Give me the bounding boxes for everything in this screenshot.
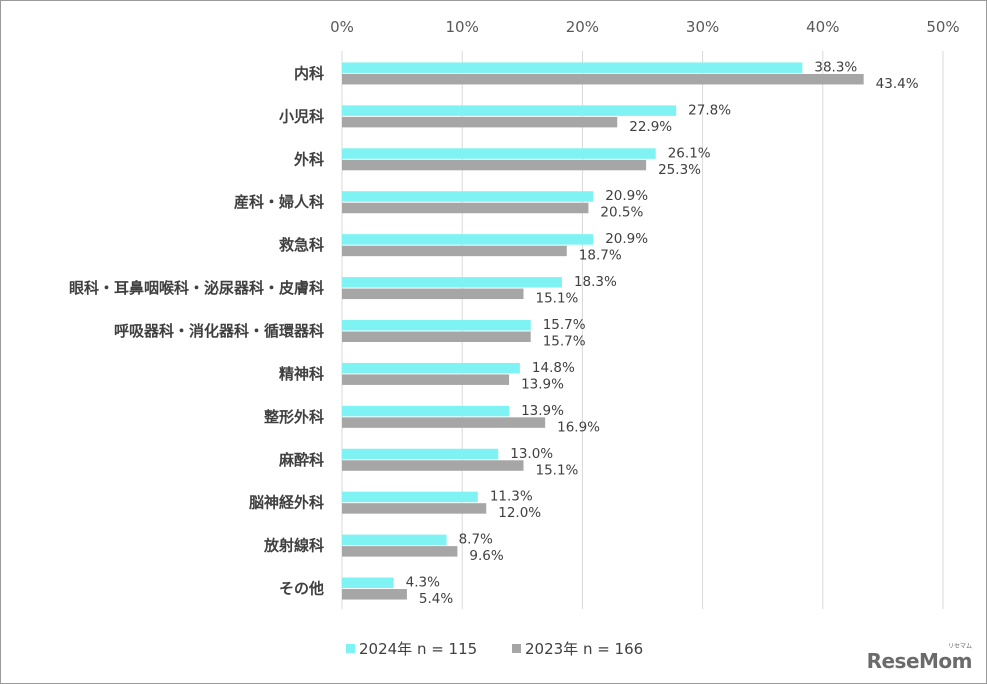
- bar-2023: [342, 331, 531, 342]
- bar-2024: [342, 62, 803, 73]
- category-label: 救急科: [279, 236, 324, 254]
- bar-2024: [342, 234, 594, 245]
- data-label: 20.9%: [605, 231, 648, 247]
- legend: 2024年 n = 115 2023年 n = 166: [346, 640, 643, 658]
- x-tick-label: 20%: [566, 18, 599, 36]
- data-label: 15.1%: [536, 291, 579, 307]
- category-label: 放射線科: [263, 537, 324, 555]
- bars: [342, 62, 864, 600]
- bar-2023: [342, 417, 546, 428]
- data-label: 13.0%: [510, 446, 553, 462]
- category-label: 小児科: [279, 107, 324, 125]
- bar-2024: [342, 362, 520, 374]
- data-label: 18.3%: [574, 274, 617, 290]
- x-tick-label: 0%: [330, 18, 354, 36]
- category-label: 内科: [294, 64, 324, 82]
- data-label: 43.4%: [876, 76, 919, 92]
- data-label: 13.9%: [521, 403, 564, 419]
- bar-2024: [342, 277, 562, 288]
- category-label: 整形外科: [264, 408, 324, 426]
- bar-2023: [342, 288, 524, 300]
- category-label: 精神科: [279, 365, 324, 383]
- x-tick-label: 40%: [806, 18, 839, 36]
- data-label: 8.7%: [459, 532, 493, 548]
- data-label: 14.8%: [532, 360, 575, 376]
- legend-label: 2024年 n = 115: [359, 640, 477, 658]
- data-label: 9.6%: [469, 548, 503, 564]
- data-label: 12.0%: [498, 505, 541, 521]
- category-label: 呼吸器科・消化器科・循環器科: [114, 322, 324, 340]
- data-label: 38.3%: [814, 59, 857, 75]
- x-axis-ticks: 0% 10% 20% 30% 40% 50%: [330, 18, 960, 36]
- data-label: 13.9%: [521, 376, 564, 392]
- data-label: 20.9%: [605, 188, 648, 204]
- category-label: 麻酔科: [278, 451, 324, 469]
- category-label: 産科・婦人科: [234, 193, 324, 211]
- bar-2023: [342, 159, 647, 171]
- resemom-logo: ReseMom リセマム: [866, 643, 973, 673]
- data-label: 27.8%: [688, 102, 731, 118]
- bar-2024: [342, 534, 447, 546]
- data-label: 26.1%: [668, 145, 711, 161]
- bar-2024: [342, 491, 478, 503]
- bar-2023: [342, 73, 864, 85]
- x-tick-label: 50%: [926, 18, 959, 36]
- category-label: 脳神経外科: [249, 494, 324, 512]
- bar-2024: [342, 105, 677, 116]
- bar-2024: [342, 448, 499, 460]
- data-label: 25.3%: [658, 162, 701, 178]
- data-label: 20.5%: [600, 205, 643, 221]
- legend-swatch-2023: [512, 644, 521, 653]
- bar-2023: [342, 116, 618, 128]
- bar-2023: [342, 589, 407, 600]
- gridlines: [341, 51, 944, 609]
- bar-2023: [342, 202, 589, 214]
- data-label: 18.7%: [579, 248, 622, 264]
- bar-2023: [342, 503, 487, 514]
- bar-2024: [342, 148, 656, 159]
- data-label: 15.7%: [543, 334, 586, 350]
- x-tick-label: 30%: [686, 18, 719, 36]
- bar-2024: [342, 320, 531, 331]
- category-labels: 内科小児科外科産科・婦人科救急科眼科・耳鼻咽喉科・泌尿器科・皮膚科呼吸器科・消化…: [69, 64, 324, 597]
- category-label: 眼科・耳鼻咽喉科・泌尿器科・皮膚科: [69, 279, 324, 297]
- bar-2023: [342, 460, 524, 471]
- logo-text: ReseMom: [866, 649, 973, 673]
- data-label: 11.3%: [490, 489, 533, 505]
- data-label: 15.7%: [543, 317, 586, 333]
- bar-2024: [342, 577, 394, 589]
- legend-swatch-2024: [346, 644, 355, 653]
- data-label: 16.9%: [557, 419, 600, 435]
- bar-2023: [342, 245, 567, 257]
- x-tick-label: 10%: [446, 18, 479, 36]
- category-label: 外科: [293, 150, 324, 168]
- category-label: その他: [279, 580, 324, 598]
- bar-2023: [342, 374, 510, 385]
- data-label: 15.1%: [536, 462, 579, 478]
- legend-label: 2023年 n = 166: [525, 640, 643, 658]
- bar-2024: [342, 191, 594, 202]
- bar-2024: [342, 405, 510, 417]
- data-labels: 38.3%43.4%27.8%22.9%26.1%25.3%20.9%20.5%…: [406, 59, 919, 607]
- logo-kana: リセマム: [947, 643, 972, 650]
- data-label: 4.3%: [406, 575, 440, 591]
- data-label: 5.4%: [419, 591, 453, 607]
- bar-2023: [342, 546, 458, 557]
- data-label: 22.9%: [629, 119, 672, 135]
